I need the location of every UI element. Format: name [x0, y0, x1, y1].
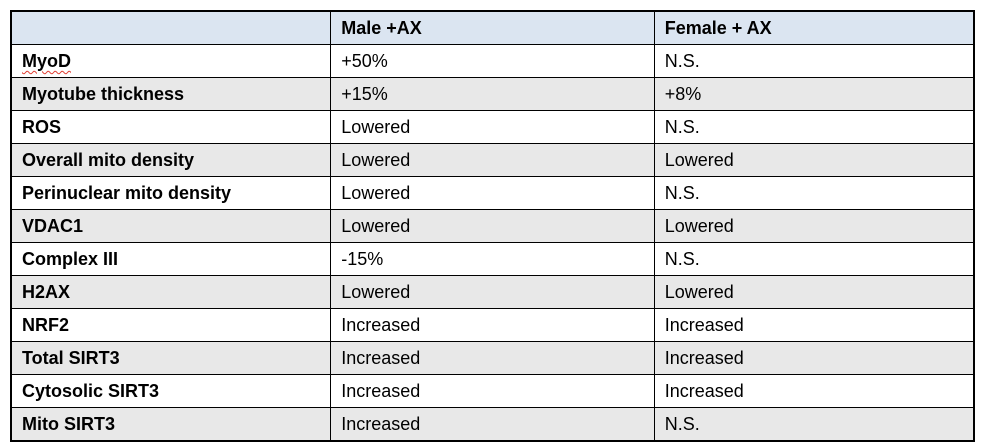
male-value-cell: Increased [330, 374, 655, 408]
row-label-cell: MyoD [10, 44, 332, 78]
row-label-cell: Perinuclear mito density [10, 176, 332, 210]
row-label-cell: Myotube thickness [10, 77, 332, 111]
row-label-cell: Complex III [10, 242, 332, 276]
male-value-cell: Lowered [330, 110, 655, 144]
table-row: Complex III -15% N.S. [10, 242, 975, 276]
header-cell-male: Male +AX [330, 10, 655, 45]
female-value-cell: N.S. [653, 407, 975, 442]
female-value-cell: Increased [653, 308, 975, 342]
female-value-cell: N.S. [653, 44, 975, 78]
table-row: Mito SIRT3 Increased N.S. [10, 407, 975, 442]
row-label-cell: Total SIRT3 [10, 341, 332, 375]
table-row: MyoD +50% N.S. [10, 44, 975, 78]
table-row: Myotube thickness +15% +8% [10, 77, 975, 111]
table-row: NRF2 Increased Increased [10, 308, 975, 342]
row-label-cell: H2AX [10, 275, 332, 309]
male-value-cell: Increased [330, 308, 655, 342]
male-value-cell: Lowered [330, 176, 655, 210]
male-value-cell: Lowered [330, 275, 655, 309]
row-label-cell: Overall mito density [10, 143, 332, 177]
male-value-cell: Lowered [330, 209, 655, 243]
table-row: Perinuclear mito density Lowered N.S. [10, 176, 975, 210]
female-value-cell: Increased [653, 341, 975, 375]
table-row: VDAC1 Lowered Lowered [10, 209, 975, 243]
results-table-container: Male +AX Female + AX MyoD +50% N.S. Myot… [10, 10, 975, 442]
header-cell-blank [10, 10, 332, 45]
female-value-cell: Lowered [653, 275, 975, 309]
row-label-cell: NRF2 [10, 308, 332, 342]
results-table: Male +AX Female + AX MyoD +50% N.S. Myot… [10, 10, 975, 442]
female-value-cell: Lowered [653, 143, 975, 177]
table-row: Total SIRT3 Increased Increased [10, 341, 975, 375]
female-value-cell: Lowered [653, 209, 975, 243]
row-label-cell: VDAC1 [10, 209, 332, 243]
row-label-cell: ROS [10, 110, 332, 144]
male-value-cell: -15% [330, 242, 655, 276]
row-label-cell: Mito SIRT3 [10, 407, 332, 442]
table-row: Cytosolic SIRT3 Increased Increased [10, 374, 975, 408]
header-cell-female: Female + AX [653, 10, 975, 45]
male-value-cell: +15% [330, 77, 655, 111]
female-value-cell: Increased [653, 374, 975, 408]
row-label-cell: Cytosolic SIRT3 [10, 374, 332, 408]
male-value-cell: +50% [330, 44, 655, 78]
female-value-cell: N.S. [653, 242, 975, 276]
male-value-cell: Increased [330, 407, 655, 442]
row-label-text: MyoD [22, 51, 71, 71]
male-value-cell: Lowered [330, 143, 655, 177]
female-value-cell: +8% [653, 77, 975, 111]
header-row: Male +AX Female + AX [10, 10, 975, 45]
male-value-cell: Increased [330, 341, 655, 375]
table-row: Overall mito density Lowered Lowered [10, 143, 975, 177]
female-value-cell: N.S. [653, 110, 975, 144]
table-row: ROS Lowered N.S. [10, 110, 975, 144]
table-row: H2AX Lowered Lowered [10, 275, 975, 309]
female-value-cell: N.S. [653, 176, 975, 210]
